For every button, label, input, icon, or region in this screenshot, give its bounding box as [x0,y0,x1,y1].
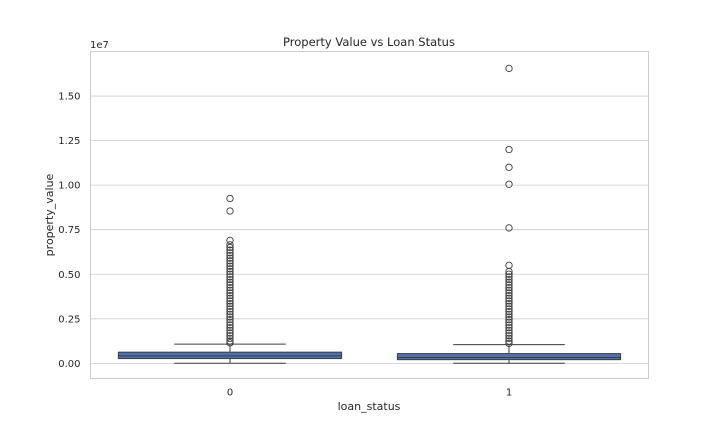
chart-title: Property Value vs Loan Status [283,35,455,49]
outlier-point [226,300,234,308]
outlier-point [226,246,234,254]
outlier-point [226,286,234,294]
y-tick-label: 0.00 [58,359,80,370]
outlier-point [226,270,234,278]
outlier-point [226,267,234,276]
y-tick-label: 0.75 [58,225,80,236]
outlier-point [226,313,234,321]
outlier-point [226,326,234,335]
outlier-point [226,316,234,324]
outlier-point [505,321,513,329]
outlier-point [226,337,234,345]
outlier-point [505,326,513,335]
outlier-point [226,308,234,316]
outlier-point [505,297,513,305]
outlier-point [226,339,234,347]
outlier-point [226,194,234,203]
outlier-point [226,275,234,284]
box-group-0 [117,194,343,364]
outlier-point [505,305,513,313]
outlier-point [505,286,513,294]
outlier-point [226,281,234,289]
outlier-point [226,207,234,215]
outlier-point [505,163,513,171]
outlier-point [226,334,234,343]
outlier-point [505,308,513,316]
y-tick-label: 0.25 [58,314,80,325]
outlier-point [505,270,513,278]
outlier-point [505,275,513,284]
y-tick-label: 1.25 [58,136,80,147]
outlier-point [505,64,513,73]
x-tick-label: 1 [506,388,512,399]
tick-labels: 0.00 0.25 0.50 0.75 1.00 1.25 1.50 0 1 [58,92,512,399]
box-iqr [117,351,343,360]
outlier-point [505,316,513,324]
outlier-point [505,300,513,308]
outlier-point [505,329,513,337]
outlier-point [505,339,513,348]
outlier-point [226,249,234,257]
outlier-point [226,262,234,270]
outlier-point [505,261,513,269]
outlier-point [505,310,513,318]
outlier-point [226,329,234,337]
outlier-point [226,310,234,318]
outlier-point [505,278,513,286]
x-axis-label: loan_status [338,400,401,413]
outlier-point [226,289,234,297]
outlier-point [505,283,513,292]
y-tick-label: 1.00 [58,181,80,192]
outlier-point [226,332,234,340]
outlier-point [226,241,234,249]
outlier-point [505,289,513,297]
outlier-point [505,332,513,340]
y-tick-label: 0.50 [58,270,80,281]
y-offset-text: 1e7 [90,40,109,51]
outlier-point [505,318,513,327]
outlier-point [226,324,234,332]
y-tick-label: 1.50 [58,92,80,103]
outlier-point [505,267,513,276]
box-group-1 [396,64,622,364]
outlier-point [505,324,513,332]
outlier-point [226,283,234,292]
outlier-point [226,297,234,305]
outlier-point [226,243,234,252]
outlier-point [226,305,234,313]
outlier-point [505,334,513,343]
box-iqr [396,353,622,361]
outlier-point [226,318,234,327]
outlier-point [226,265,234,273]
outlier-point [226,236,234,245]
outlier-point [505,337,513,345]
y-axis-label: property_value [43,173,56,256]
boxplots [117,64,622,364]
outlier-point [226,273,234,281]
outlier-point [226,291,234,300]
grid-lines [90,95,649,364]
outlier-point [226,278,234,286]
outlier-point [226,257,234,265]
outlier-point [226,294,234,302]
outlier-point [505,224,513,232]
plot-frame [90,51,649,379]
outlier-point [226,254,234,262]
outlier-point [226,321,234,329]
outlier-point [505,291,513,300]
outlier-point [505,302,513,310]
outlier-point [226,302,234,310]
outlier-point [505,313,513,321]
outlier-point [226,259,234,268]
outlier-point [226,251,234,260]
outlier-point [505,294,513,302]
x-tick-label: 0 [227,388,233,399]
outlier-point [505,180,513,188]
outlier-point [505,145,513,154]
outlier-point [505,273,513,281]
outlier-point [505,281,513,289]
